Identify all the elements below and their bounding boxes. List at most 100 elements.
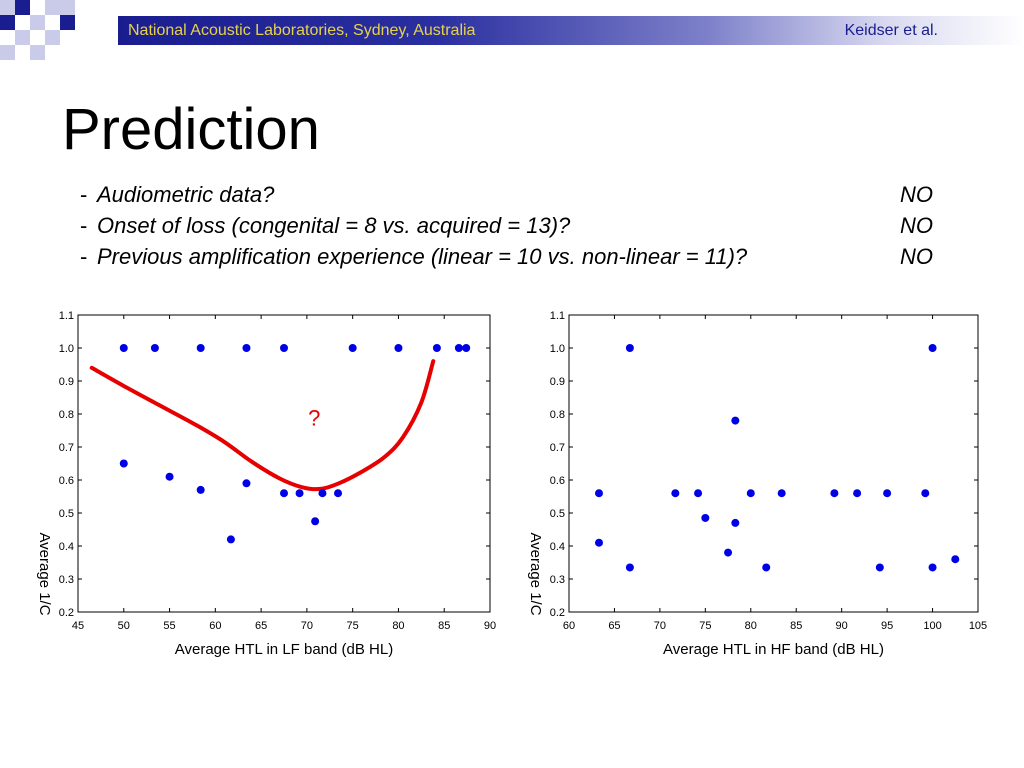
bullet-question: Onset of loss (congenital = 8 vs. acquir… <box>97 213 571 238</box>
data-point <box>701 513 710 522</box>
y-tick-label: 0.8 <box>550 409 565 421</box>
x-tick-label: 60 <box>209 620 221 632</box>
x-axis-label: Average HTL in LF band (dB HL) <box>175 641 393 658</box>
y-tick-label: 0.5 <box>59 508 74 520</box>
data-point <box>432 344 441 352</box>
data-point <box>119 459 128 468</box>
data-point <box>196 485 205 494</box>
x-tick-label: 90 <box>836 620 848 632</box>
x-tick-label: 75 <box>699 620 711 632</box>
data-point <box>625 563 634 572</box>
y-tick-label: 0.7 <box>59 442 74 454</box>
author-label: Keidser et al. <box>844 22 938 39</box>
x-tick-label: 100 <box>923 620 941 632</box>
data-point <box>454 344 463 352</box>
bullet-question: Previous amplification experience (linea… <box>97 244 748 269</box>
fit-curve <box>89 359 436 492</box>
x-tick-label: 105 <box>969 620 987 632</box>
y-tick-label: 1.1 <box>550 310 565 322</box>
x-tick-label: 85 <box>438 620 450 632</box>
y-tick-label: 0.9 <box>59 376 74 388</box>
x-tick-label: 70 <box>301 620 313 632</box>
squares-logo-icon <box>0 0 75 60</box>
data-point <box>777 489 786 498</box>
x-tick-label: 50 <box>118 620 130 632</box>
data-point <box>119 344 128 352</box>
data-point <box>694 489 703 498</box>
header-bar <box>118 16 1024 45</box>
x-tick-label: 55 <box>163 620 175 632</box>
data-point <box>242 344 251 352</box>
data-point <box>226 535 235 544</box>
data-point <box>394 344 403 352</box>
data-point <box>280 344 288 352</box>
data-point <box>928 563 937 572</box>
bullet-dash: - <box>80 182 88 207</box>
y-tick-label: 0.8 <box>59 409 74 421</box>
bullet-item: - Audiometric data? NO <box>80 182 940 213</box>
y-tick-label: 0.6 <box>59 475 74 487</box>
data-point <box>671 489 680 498</box>
y-tick-label: 1.0 <box>59 343 74 355</box>
plot-frame <box>568 314 979 613</box>
x-tick-label: 45 <box>72 620 84 632</box>
y-tick-label: 0.7 <box>550 442 565 454</box>
data-point <box>196 344 205 352</box>
data-point <box>280 489 288 498</box>
x-tick-label: 70 <box>654 620 666 632</box>
data-point <box>150 344 159 352</box>
x-tick-label: 80 <box>745 620 757 632</box>
data-point <box>594 538 603 547</box>
x-tick-label: 65 <box>255 620 267 632</box>
y-axis-label: Average 1/C <box>36 532 53 615</box>
x-tick-label: 90 <box>484 620 496 632</box>
bullet-dash: - <box>80 213 88 238</box>
x-tick-label: 80 <box>392 620 404 632</box>
data-point <box>928 344 937 352</box>
data-point <box>853 489 862 498</box>
data-point <box>311 517 320 526</box>
bullet-list: - Audiometric data? NO - Onset of loss (… <box>80 182 940 275</box>
y-tick-label: 0.4 <box>59 541 74 553</box>
y-tick-label: 0.9 <box>550 376 565 388</box>
data-point <box>731 416 740 425</box>
bullet-question: Audiometric data? <box>97 182 275 207</box>
data-point <box>462 344 471 352</box>
bullet-item: - Previous amplification experience (lin… <box>80 244 940 275</box>
y-tick-label: 0.3 <box>59 574 74 586</box>
bullet-answer: NO <box>900 213 933 238</box>
data-point <box>875 563 884 572</box>
data-point <box>348 344 357 352</box>
page-title: Prediction <box>62 97 320 162</box>
x-tick-label: 75 <box>347 620 359 632</box>
data-point <box>594 489 603 498</box>
data-point <box>731 518 740 527</box>
institution-label: National Acoustic Laboratories, Sydney, … <box>128 22 476 39</box>
plot-frame <box>77 314 491 613</box>
data-point <box>762 563 771 572</box>
data-point <box>318 489 327 498</box>
y-tick-label: 0.3 <box>550 574 565 586</box>
data-point <box>830 489 839 498</box>
x-tick-label: 85 <box>790 620 802 632</box>
data-point <box>883 489 892 498</box>
annotation-label: ? <box>308 406 320 431</box>
x-tick-label: 65 <box>608 620 620 632</box>
x-tick-label: 60 <box>563 620 575 632</box>
bullet-item: - Onset of loss (congenital = 8 vs. acqu… <box>80 213 940 244</box>
data-point <box>334 489 343 498</box>
data-point <box>951 555 960 564</box>
y-tick-label: 1.0 <box>550 343 565 355</box>
y-tick-label: 0.4 <box>550 541 565 553</box>
slide-header: National Acoustic Laboratories, Sydney, … <box>0 0 1024 60</box>
y-tick-label: 0.2 <box>59 607 74 619</box>
bullet-answer: NO <box>900 182 933 207</box>
bullet-answer: NO <box>900 244 933 269</box>
data-point <box>242 479 251 488</box>
y-tick-label: 1.1 <box>59 310 74 322</box>
data-point <box>165 472 174 481</box>
data-point <box>625 344 634 352</box>
y-tick-label: 0.6 <box>550 475 565 487</box>
